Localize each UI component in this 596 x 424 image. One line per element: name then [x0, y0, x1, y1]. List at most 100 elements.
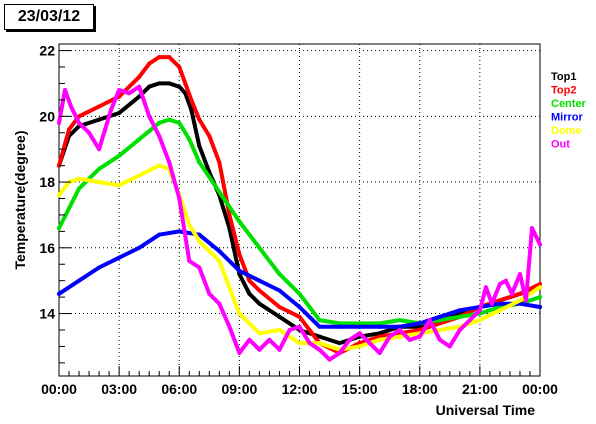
data-point	[237, 350, 242, 355]
data-point	[337, 321, 342, 326]
x-tick-label: 06:00	[161, 381, 197, 397]
data-point	[197, 232, 202, 237]
data-point	[137, 74, 142, 79]
data-point	[297, 341, 302, 346]
data-point	[489, 301, 494, 306]
data-point	[147, 61, 152, 66]
data-point	[317, 334, 322, 339]
data-point	[109, 107, 114, 112]
data-point	[147, 114, 152, 119]
data-point	[227, 212, 232, 217]
axis-layer: 00:00 03:00 06:00 09:00 12:00 15:00 18:00 21:00…	[39, 43, 558, 397]
data-point	[257, 301, 262, 306]
data-point	[297, 324, 302, 329]
data-point	[197, 160, 202, 165]
data-point	[257, 245, 262, 250]
data-point	[177, 196, 182, 201]
data-point	[57, 291, 61, 296]
data-point	[377, 321, 382, 326]
data-point	[467, 318, 472, 323]
data-point	[177, 65, 182, 70]
data-point	[69, 104, 74, 109]
x-tick-label: 15:00	[342, 381, 378, 397]
data-point	[217, 249, 222, 254]
x-tick-label: 21:00	[462, 381, 498, 397]
x-axis-title: Universal Time	[436, 402, 536, 418]
data-point	[197, 143, 202, 148]
data-point	[57, 120, 61, 125]
data-point	[437, 314, 442, 319]
data-point	[177, 84, 182, 89]
data-point	[307, 327, 312, 332]
data-point	[397, 327, 402, 332]
data-point	[157, 55, 162, 60]
data-point	[427, 318, 432, 323]
data-point	[117, 183, 122, 188]
data-point	[377, 331, 382, 336]
series-line	[57, 55, 542, 355]
data-point	[407, 337, 412, 342]
data-point	[157, 120, 162, 125]
data-point	[497, 281, 502, 286]
data-point	[77, 278, 82, 283]
data-point	[257, 278, 262, 283]
data-point	[187, 137, 192, 142]
x-tick-label: 03:00	[101, 381, 137, 397]
data-point	[97, 117, 102, 122]
data-point	[297, 314, 302, 319]
data-point	[457, 308, 462, 313]
data-point	[447, 344, 452, 349]
data-point	[257, 288, 262, 293]
data-point	[227, 226, 232, 231]
data-point	[483, 285, 488, 290]
data-point	[277, 288, 282, 293]
data-point	[477, 318, 482, 323]
y-tick-label: 20	[39, 108, 55, 124]
data-point	[77, 176, 82, 181]
data-point	[167, 160, 172, 165]
data-point	[77, 186, 82, 191]
data-point	[247, 278, 252, 283]
data-point	[167, 81, 172, 86]
data-point	[538, 304, 542, 309]
data-point	[287, 327, 292, 332]
data-point	[137, 84, 142, 89]
data-point	[357, 321, 362, 326]
data-point	[247, 337, 252, 342]
data-point	[277, 314, 282, 319]
series-line	[57, 163, 542, 352]
legend-entry-mirror: Mirror	[551, 112, 584, 124]
data-point	[117, 111, 122, 116]
x-tick-label: 18:00	[402, 381, 438, 397]
series-dome	[57, 163, 542, 352]
data-point	[397, 334, 402, 339]
data-point	[529, 226, 534, 231]
data-point	[297, 291, 302, 296]
data-point	[97, 265, 102, 270]
data-point	[157, 163, 162, 168]
data-point	[137, 137, 142, 142]
data-point	[207, 134, 212, 139]
data-point	[517, 291, 522, 296]
data-point	[457, 327, 462, 332]
data-point	[357, 331, 362, 336]
data-point	[337, 341, 342, 346]
data-point	[167, 117, 172, 122]
data-point	[217, 301, 222, 306]
data-point	[377, 337, 382, 342]
data-point	[187, 258, 192, 263]
series-center	[57, 117, 542, 326]
data-point	[157, 134, 162, 139]
data-point	[317, 324, 322, 329]
data-point	[177, 120, 182, 125]
data-point	[297, 304, 302, 309]
data-point	[538, 285, 542, 290]
data-point	[417, 327, 422, 332]
legend-entry-dome: Dome	[551, 125, 582, 137]
data-point	[357, 344, 362, 349]
data-point	[267, 337, 272, 342]
data-point	[183, 81, 188, 86]
data-point	[189, 107, 194, 112]
data-point	[523, 298, 528, 303]
data-point	[217, 160, 222, 165]
